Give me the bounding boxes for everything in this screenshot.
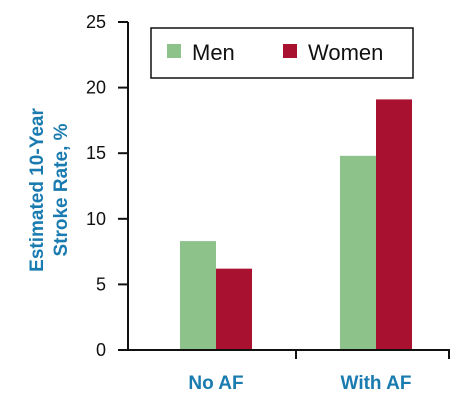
y-axis-label-line-2: Stroke Rate, % [51,123,72,256]
bars-group [180,99,412,351]
y-axis-label: Estimated 10-Year Stroke Rate, % [27,108,72,272]
y-tick-label-15: 15 [86,143,106,163]
axes-group [127,22,450,359]
legend-box [150,27,414,79]
y-tick-label-20: 20 [86,78,106,98]
y-tick-label-0: 0 [96,340,106,360]
bar-men-no-af [180,241,216,350]
x-tick-label-with-af: With AF [341,373,412,394]
legend: Men Women [150,27,414,79]
legend-label-men: Men [192,40,235,65]
y-axis-label-line-1: Estimated 10-Year [27,108,48,272]
y-ticks-group: 0 5 10 15 20 25 [86,12,128,360]
y-tick-label-10: 10 [86,209,106,229]
bar-men-with-af [340,155,376,350]
legend-swatch-women [283,44,297,58]
legend-swatch-men [167,44,181,58]
x-tick-labels-group: No AF With AF [188,373,411,394]
bar-women-with-af [376,99,412,351]
bar-women-no-af [216,268,252,350]
x-tick-label-no-af: No AF [188,373,243,394]
y-tick-label-5: 5 [96,274,106,294]
legend-label-women: Women [308,40,383,65]
y-tick-label-25: 25 [86,12,106,32]
